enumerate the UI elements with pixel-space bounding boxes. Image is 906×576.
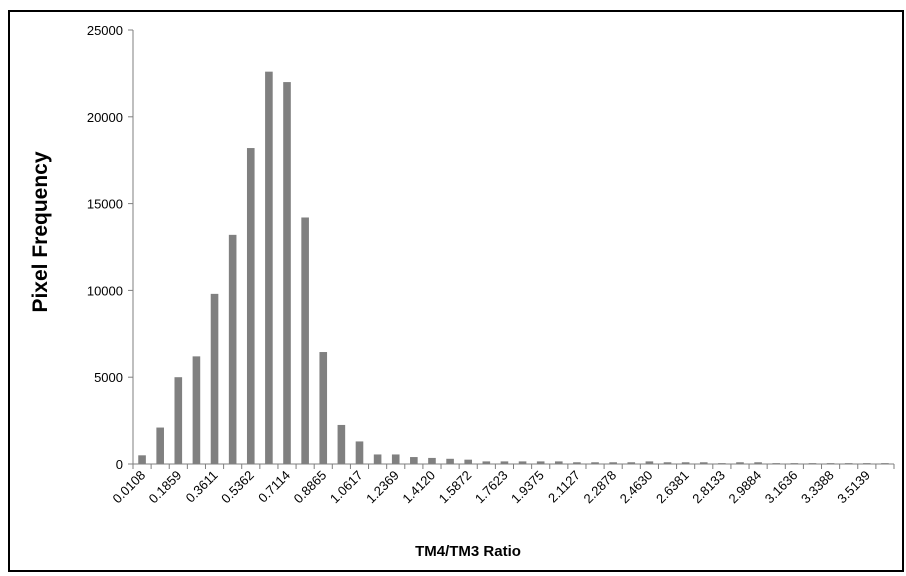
x-tick-label: 1.7623 xyxy=(472,468,511,507)
chart-frame: 0 5000 10000 15000 20000 25000 0.0108 0.1859 0.… xyxy=(8,10,904,572)
y-tick-label: 10000 xyxy=(87,283,123,298)
bar xyxy=(428,457,436,464)
bar xyxy=(192,356,201,464)
bar xyxy=(138,455,146,464)
bar xyxy=(609,462,617,464)
bar xyxy=(246,148,255,464)
y-tick-label: 0 xyxy=(116,457,123,472)
bar xyxy=(681,462,690,464)
x-tick-label: 1.9375 xyxy=(508,468,547,507)
bar xyxy=(446,458,454,464)
x-tick-label: 1.0617 xyxy=(327,468,366,507)
x-tick-label: 2.6381 xyxy=(653,468,692,507)
bar xyxy=(482,461,491,464)
bar xyxy=(210,293,219,464)
y-axis-label: Pixel Frequency xyxy=(29,151,52,312)
x-tick-label: 2.9884 xyxy=(726,468,765,507)
bar xyxy=(265,71,273,464)
bar xyxy=(228,234,237,464)
x-axis-ticks: 0.01080.18590.36110.53620.71140.88651.06… xyxy=(109,464,895,507)
bar xyxy=(736,462,744,464)
x-tick-label: 0.1859 xyxy=(146,468,185,507)
bar xyxy=(591,462,599,464)
x-tick-label: 1.4120 xyxy=(399,468,438,507)
x-tick-label: 2.2878 xyxy=(581,468,620,507)
bar xyxy=(410,457,418,464)
y-tick-label: 25000 xyxy=(87,23,123,38)
bar xyxy=(301,217,309,464)
bar xyxy=(391,454,400,464)
bar xyxy=(355,441,364,464)
x-axis-label: TM4/TM3 Ratio xyxy=(415,543,521,560)
bar xyxy=(554,461,563,464)
bar xyxy=(337,424,346,464)
bar xyxy=(156,427,164,464)
bar xyxy=(319,352,328,464)
bar xyxy=(518,461,527,464)
bar xyxy=(283,82,291,464)
y-axis-ticks: 0 5000 10000 15000 20000 25000 xyxy=(87,23,133,472)
x-tick-label: 0.3611 xyxy=(183,468,221,506)
x-tick-label: 0.5362 xyxy=(218,468,257,507)
x-tick-label: 3.3388 xyxy=(798,468,837,507)
x-tick-label: 1.2369 xyxy=(363,468,402,507)
bar xyxy=(573,462,581,464)
y-tick-label: 15000 xyxy=(87,197,123,212)
x-tick-label: 2.1127 xyxy=(545,468,583,506)
bars xyxy=(138,71,889,464)
x-tick-label: 3.1636 xyxy=(762,468,801,507)
bar xyxy=(536,461,545,464)
x-tick-label: 2.8133 xyxy=(689,468,728,507)
bar xyxy=(663,462,672,464)
x-tick-label: 1.5872 xyxy=(436,468,475,507)
bar xyxy=(373,454,382,464)
x-tick-label: 3.5139 xyxy=(834,468,873,507)
x-tick-label: 0.7114 xyxy=(255,468,293,506)
y-tick-label: 20000 xyxy=(87,110,123,125)
bar xyxy=(754,462,762,464)
x-tick-label: 0.8865 xyxy=(291,468,330,507)
bar xyxy=(174,377,183,464)
bar xyxy=(500,461,509,464)
bar xyxy=(645,461,654,464)
bar xyxy=(699,462,708,464)
x-tick-label: 2.4630 xyxy=(617,468,656,507)
bar xyxy=(464,459,473,464)
y-tick-label: 5000 xyxy=(94,370,123,385)
bar xyxy=(627,462,636,464)
x-tick-label: 0.0108 xyxy=(109,468,148,507)
